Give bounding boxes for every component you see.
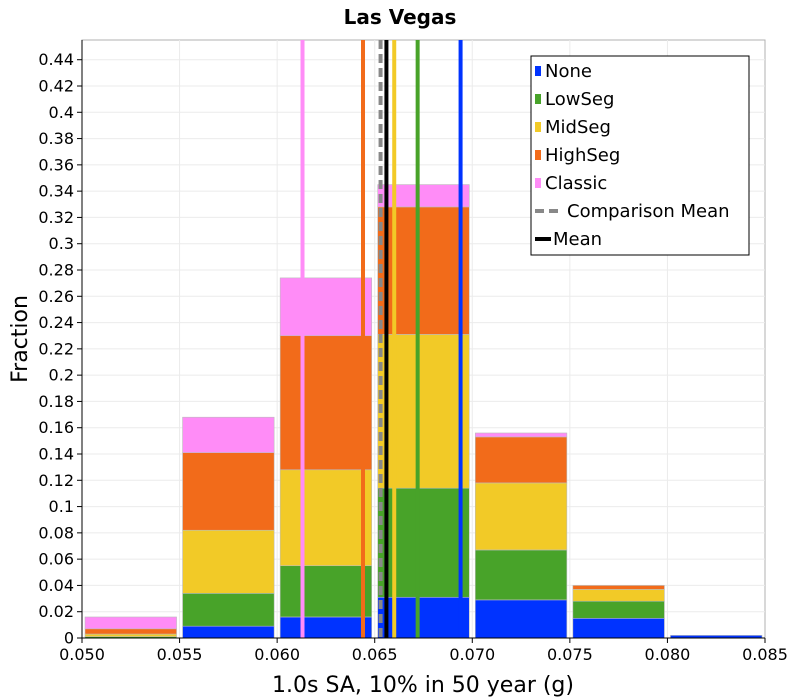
y-tick-label: 0.1 — [49, 497, 74, 516]
x-tick-label: 0.055 — [157, 645, 203, 664]
y-tick-label: 0.24 — [38, 313, 74, 332]
x-tick-label: 0.050 — [59, 645, 105, 664]
bar-highseg — [377, 206, 470, 335]
mean-lines — [300, 40, 463, 638]
y-tick-label: 0.18 — [38, 392, 74, 411]
bar-highseg — [474, 436, 568, 484]
bar-midseg — [279, 469, 373, 567]
bar-classic — [474, 432, 568, 438]
bar-midseg — [182, 529, 275, 594]
bar-classic — [84, 616, 177, 630]
legend-label-classic: Classic — [545, 173, 607, 194]
y-tick-label: 0.04 — [38, 576, 74, 595]
legend-label-midseg: MidSeg — [545, 117, 611, 138]
bar-lowseg — [279, 565, 373, 618]
x-tick-label: 0.080 — [645, 645, 691, 664]
legend-label-mean: Mean — [553, 229, 602, 250]
legend-label-lowseg: LowSeg — [545, 89, 614, 110]
y-tick-label: 0.12 — [38, 471, 74, 490]
bar-none — [377, 596, 470, 639]
bar-midseg — [84, 633, 177, 637]
y-tick-label: 0.08 — [38, 523, 74, 542]
bar-classic — [182, 416, 275, 453]
bar-classic — [377, 184, 470, 208]
y-tick-label: 0.14 — [38, 445, 74, 464]
y-tick-label: 0.22 — [38, 339, 74, 358]
y-tick-label: 0.36 — [38, 155, 74, 174]
bar-none — [182, 625, 275, 639]
x-tick-label: 0.060 — [254, 645, 300, 664]
bar-lowseg — [182, 593, 275, 627]
y-tick-label: 0.4 — [49, 103, 74, 122]
y-axis-title: Fraction — [8, 295, 33, 383]
bar-highseg — [84, 628, 177, 635]
y-tick-label: 0.16 — [38, 418, 74, 437]
y-tick-label: 0.02 — [38, 602, 74, 621]
bar-highseg — [182, 452, 275, 531]
bar-none — [572, 617, 665, 639]
y-tick-label: 0 — [64, 629, 74, 648]
bar-highseg — [572, 585, 665, 590]
x-tick-label: 0.075 — [547, 645, 593, 664]
y-tick-label: 0.26 — [38, 287, 74, 306]
bar-classic — [279, 277, 373, 337]
bar-lowseg — [572, 600, 665, 619]
legend-swatch-classic — [535, 178, 541, 188]
y-tick-label: 0.44 — [38, 50, 74, 69]
y-tick-label: 0.32 — [38, 208, 74, 227]
legend-swatch-midseg — [535, 122, 541, 132]
bar-midseg — [572, 589, 665, 602]
bar-lowseg — [474, 549, 568, 601]
bar-none — [474, 599, 568, 639]
y-tick-label: 0.38 — [38, 129, 74, 148]
legend-label-comparison-mean: Comparison Mean — [567, 201, 730, 222]
y-tick-label: 0.42 — [38, 77, 74, 96]
legend-swatch-none — [535, 66, 541, 76]
x-ticks: 0.050 0.055 0.060 0.065 0.070 0.075 0.080 0.085 — [59, 638, 788, 664]
y-tick-label: 0.28 — [38, 261, 74, 280]
bar-highseg — [279, 335, 373, 471]
legend-swatch-highseg — [535, 150, 541, 160]
bar-midseg — [377, 334, 470, 489]
bar-none — [279, 616, 373, 639]
y-tick-label: 0.34 — [38, 182, 74, 201]
x-axis-title: 1.0s SA, 10% in 50 year (g) — [272, 673, 574, 698]
legend: None LowSeg MidSeg HighSeg Classic Comparison… — [530, 55, 750, 256]
legend-swatch-lowseg — [535, 94, 541, 104]
legend-label-none: None — [545, 61, 592, 82]
y-tick-label: 0.3 — [49, 234, 74, 253]
legend-label-highseg: HighSeg — [545, 145, 620, 166]
x-tick-label: 0.065 — [352, 645, 398, 664]
chart-title: Las Vegas — [344, 5, 457, 29]
x-tick-label: 0.085 — [742, 645, 788, 664]
bar-midseg — [474, 482, 568, 551]
y-tick-label: 0.2 — [49, 366, 74, 385]
y-tick-label: 0.06 — [38, 550, 74, 569]
y-ticks: 0 0.02 0.04 0.06 0.08 0.1 0.12 0.14 0.16 0.18 0.2 0… — [38, 50, 82, 648]
bar-lowseg — [377, 487, 470, 598]
legend-box — [530, 55, 750, 256]
x-tick-label: 0.070 — [449, 645, 495, 664]
